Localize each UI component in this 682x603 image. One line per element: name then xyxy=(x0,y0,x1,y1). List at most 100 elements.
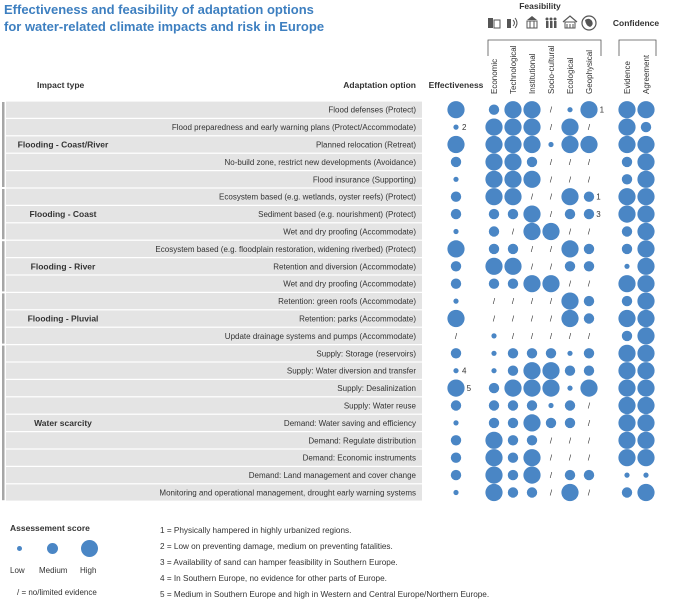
score-dot xyxy=(447,101,465,119)
score-dot xyxy=(453,298,459,304)
legend-label-high: High xyxy=(80,566,97,575)
score-dot xyxy=(561,240,579,258)
option-label: Supply: Water diversion and transfer xyxy=(287,367,416,376)
row-band xyxy=(6,153,422,170)
group-names: Flooding - Coast/River Flooding - Coast Fl… xyxy=(18,140,109,428)
score-dot xyxy=(526,487,538,498)
no-evidence-mark: / xyxy=(588,175,591,184)
score-dot xyxy=(526,348,538,359)
legend-dot-high xyxy=(81,540,98,557)
score-dot xyxy=(621,174,633,185)
option-label: Retention: parks (Accommodate) xyxy=(299,315,416,324)
no-evidence-mark: / xyxy=(512,228,515,237)
score-dot xyxy=(580,135,598,154)
score-dot xyxy=(523,118,541,136)
no-evidence-mark: / xyxy=(512,332,515,341)
score-dot xyxy=(637,170,655,188)
group-bar xyxy=(2,102,5,187)
score-dot xyxy=(583,261,595,272)
score-dot xyxy=(621,330,633,342)
legend-label-low: Low xyxy=(10,566,25,575)
score-dot xyxy=(453,489,459,496)
legend-note: 1 = Physically hampered in highly urbani… xyxy=(160,526,352,535)
no-evidence-mark: / xyxy=(531,193,534,202)
score-dot xyxy=(618,275,636,293)
score-dot xyxy=(523,170,541,188)
no-evidence-mark: / xyxy=(588,280,591,289)
title-line-2: for water-related climate impacts and ri… xyxy=(4,19,325,34)
score-dot xyxy=(637,396,655,415)
no-evidence-mark: / xyxy=(550,106,553,115)
score-dot xyxy=(526,400,538,411)
score-dot xyxy=(485,188,503,206)
no-evidence-mark: / xyxy=(531,297,534,306)
score-dot xyxy=(542,275,560,293)
option-label: Flood defenses (Protect) xyxy=(328,106,416,115)
column-label: Institutional xyxy=(528,53,537,94)
score-dot xyxy=(504,135,522,154)
legend-no-evidence: / = no/limited evidence xyxy=(17,588,97,597)
score-dot xyxy=(450,156,462,168)
group-bar xyxy=(2,293,5,344)
score-dot xyxy=(637,292,655,310)
no-evidence-mark: / xyxy=(550,315,553,324)
rotated-column-labels: Economic Technological Institutional Socio-… xyxy=(490,45,651,94)
no-evidence-mark: / xyxy=(531,332,534,341)
score-dot xyxy=(618,205,636,223)
money-icon xyxy=(488,18,501,29)
score-dot xyxy=(504,257,522,275)
score-dot xyxy=(507,469,519,481)
score-dot xyxy=(621,487,633,498)
option-label: Demand: Economic instruments xyxy=(303,454,416,463)
legend: Assessement score Low Medium High / = no… xyxy=(0,515,682,600)
score-dot xyxy=(453,228,459,235)
score-dot xyxy=(621,226,633,237)
no-evidence-mark: / xyxy=(455,332,458,341)
legend-dot-low xyxy=(17,546,22,551)
score-dot xyxy=(523,379,541,397)
score-dot xyxy=(485,431,503,449)
score-dot xyxy=(564,365,576,376)
no-evidence-mark: / xyxy=(550,471,553,480)
no-evidence-mark: / xyxy=(588,419,591,428)
option-label: Flood insurance (Supporting) xyxy=(313,175,417,184)
no-evidence-mark: / xyxy=(550,436,553,445)
score-dot xyxy=(488,278,500,289)
score-dot xyxy=(488,417,500,429)
score-dot xyxy=(561,292,579,310)
row-band xyxy=(6,380,422,397)
score-dot xyxy=(447,379,465,397)
no-evidence-mark: / xyxy=(588,332,591,341)
group-bar xyxy=(2,345,5,501)
no-evidence-mark: / xyxy=(550,489,553,498)
row-bands xyxy=(6,101,422,501)
option-label: Wet and dry proofing (Accommodate) xyxy=(283,228,416,237)
option-label: Flood preparedness and early warning pla… xyxy=(172,123,416,132)
no-evidence-mark: / xyxy=(588,454,591,463)
row-band xyxy=(6,327,422,344)
no-evidence-mark: / xyxy=(569,158,572,167)
no-evidence-mark: / xyxy=(550,210,553,219)
score-dot xyxy=(504,153,522,171)
footnote-marker: 1 xyxy=(596,193,601,202)
option-label: Monitoring and operational management, d… xyxy=(159,489,416,498)
option-label: Demand: Regulate distribution xyxy=(308,436,416,445)
no-evidence-mark: / xyxy=(588,158,591,167)
score-dot xyxy=(450,278,462,289)
group-name: Flooding - River xyxy=(31,261,96,271)
no-evidence-mark: / xyxy=(550,262,553,271)
score-dot xyxy=(548,402,554,409)
row-band xyxy=(6,397,422,414)
score-dot xyxy=(618,414,636,432)
score-dot xyxy=(523,275,541,293)
score-dot xyxy=(485,118,503,136)
option-label: Update drainage systems and pumps (Accom… xyxy=(225,332,417,341)
score-marks: / 1 / / 2 / / / / / / / / 1 / 3 / / / / / / / / / / / / / / / / / / / / / / / 4… xyxy=(447,101,655,502)
column-label: Geophysical xyxy=(585,50,594,94)
score-dot xyxy=(618,118,636,136)
score-dot xyxy=(618,309,636,328)
score-dot xyxy=(583,365,595,376)
score-dot xyxy=(491,368,497,374)
group-name: Flooding - Coast/River xyxy=(18,140,109,150)
option-label: Retention: green roofs (Accommodate) xyxy=(278,297,416,306)
